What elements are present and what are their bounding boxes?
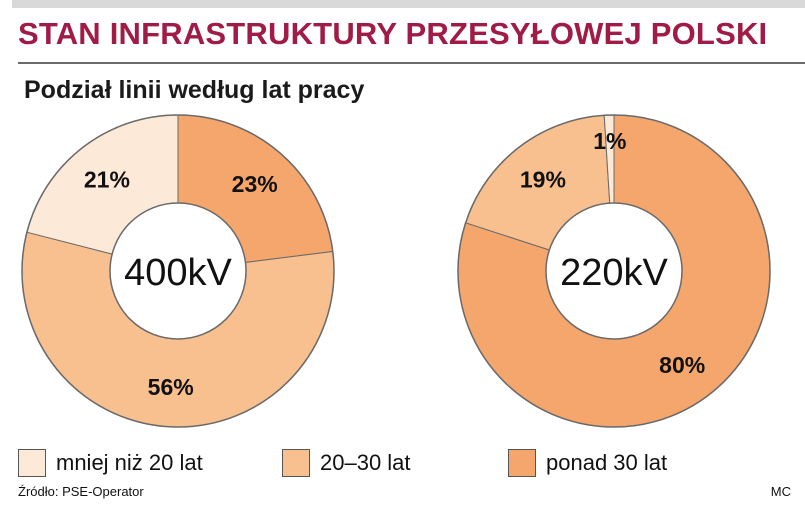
- chart-title: STAN INFRASTRUKTURY PRZESYŁOWEJ POLSKI: [18, 16, 768, 51]
- chart-subtitle: Podział linii według lat pracy: [24, 76, 365, 104]
- legend-label-20-30: 20–30 lat: [320, 450, 411, 475]
- donut-1-outline: [21, 114, 335, 428]
- title-divider: [18, 62, 805, 64]
- donut-2-slice-3-label: 1%: [593, 128, 626, 154]
- donut-2-center-label: 220kV: [560, 252, 668, 294]
- legend-item-20-30: 20–30 lat: [282, 446, 411, 480]
- donut-1-hole: [109, 202, 247, 340]
- legend-label-under-20: mniej niż 20 lat: [56, 450, 203, 475]
- legend-item-under-20: mniej niż 20 lat: [18, 446, 203, 480]
- top-decorative-bar: [12, 0, 805, 8]
- donut-1-slice-1-label: 23%: [232, 171, 278, 197]
- donut-2-outline: [457, 114, 771, 428]
- legend-swatch-over-30: [508, 449, 536, 477]
- legend-swatch-under-20: [18, 449, 46, 477]
- legend-label-over-30: ponad 30 lat: [546, 450, 668, 475]
- legend-item-over-30: ponad 30 lat: [508, 446, 667, 480]
- source-note: Źródło: PSE-Operator: [18, 484, 144, 499]
- donut-1-center-label: 400kV: [124, 252, 232, 294]
- donut-1-slice-2-label: 56%: [148, 374, 194, 400]
- legend-swatch-20-30: [282, 449, 310, 477]
- legend: mniej niż 20 lat 20–30 lat ponad 30 lat: [18, 446, 778, 480]
- donut-2-hole: [545, 202, 683, 340]
- donut-1-slice-3-label: 21%: [84, 166, 130, 192]
- donut-2-slice-1-label: 80%: [659, 352, 705, 378]
- donut-2-slice-2-label: 19%: [520, 166, 566, 192]
- author-credit: MC: [770, 484, 791, 499]
